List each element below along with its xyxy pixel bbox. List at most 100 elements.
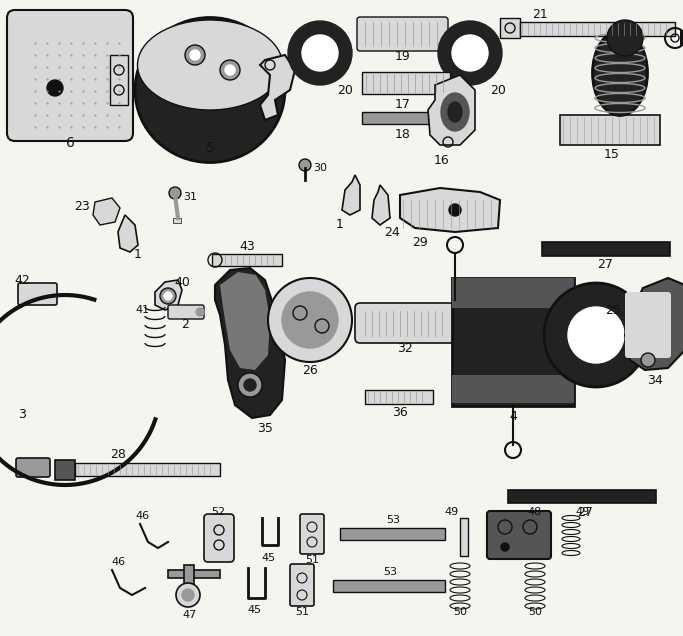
Circle shape <box>544 283 648 387</box>
Polygon shape <box>428 75 475 145</box>
FancyBboxPatch shape <box>290 564 314 606</box>
Text: 36: 36 <box>392 406 408 420</box>
Text: 26: 26 <box>302 364 318 377</box>
Text: 23: 23 <box>74 200 90 214</box>
Text: 20: 20 <box>337 83 353 97</box>
Bar <box>362 72 450 94</box>
Ellipse shape <box>592 31 647 116</box>
Text: 1: 1 <box>336 219 344 232</box>
Polygon shape <box>215 268 285 418</box>
Text: 30: 30 <box>313 163 327 173</box>
Text: 31: 31 <box>183 192 197 202</box>
FancyBboxPatch shape <box>357 17 448 51</box>
Bar <box>680 30 683 46</box>
FancyBboxPatch shape <box>300 514 324 554</box>
Circle shape <box>568 307 624 363</box>
Polygon shape <box>372 185 390 225</box>
Ellipse shape <box>137 20 283 110</box>
Text: 46: 46 <box>136 511 150 521</box>
Text: 51: 51 <box>305 555 319 565</box>
Circle shape <box>164 292 172 300</box>
Circle shape <box>176 583 200 607</box>
Text: 5: 5 <box>206 141 214 155</box>
FancyBboxPatch shape <box>204 514 234 562</box>
Ellipse shape <box>448 102 462 122</box>
Circle shape <box>452 35 488 71</box>
Text: 25: 25 <box>605 303 621 317</box>
Polygon shape <box>93 198 120 225</box>
FancyBboxPatch shape <box>7 10 133 141</box>
Circle shape <box>641 353 655 367</box>
Circle shape <box>288 21 352 85</box>
Bar <box>340 528 445 540</box>
Circle shape <box>299 159 311 171</box>
Text: 40: 40 <box>174 277 190 289</box>
Polygon shape <box>625 278 683 370</box>
Text: 51: 51 <box>295 607 309 617</box>
Bar <box>460 518 468 556</box>
Circle shape <box>615 28 635 48</box>
Bar <box>333 580 445 592</box>
Circle shape <box>501 543 509 551</box>
Text: 6: 6 <box>66 136 74 150</box>
Circle shape <box>268 278 352 362</box>
Text: 27: 27 <box>597 258 613 272</box>
Circle shape <box>238 373 262 397</box>
Circle shape <box>282 292 338 348</box>
Bar <box>365 390 433 404</box>
Circle shape <box>244 379 256 391</box>
Text: 18: 18 <box>395 127 411 141</box>
Text: 53: 53 <box>383 567 397 577</box>
Text: 15: 15 <box>604 148 620 162</box>
Bar <box>362 112 430 124</box>
Bar <box>212 254 282 266</box>
Ellipse shape <box>135 18 285 163</box>
Bar <box>184 565 194 595</box>
Text: 20: 20 <box>490 83 506 97</box>
Text: 3: 3 <box>18 408 26 422</box>
Bar <box>452 278 574 308</box>
Bar <box>560 115 660 145</box>
Circle shape <box>185 45 205 65</box>
Polygon shape <box>342 175 360 215</box>
Circle shape <box>169 187 181 199</box>
Bar <box>520 22 675 36</box>
FancyBboxPatch shape <box>487 511 551 559</box>
Text: 19: 19 <box>395 50 411 64</box>
Circle shape <box>220 60 240 80</box>
Text: 29: 29 <box>412 235 428 249</box>
Text: 52: 52 <box>211 507 225 517</box>
Text: 47: 47 <box>183 610 197 620</box>
Text: 50: 50 <box>453 607 467 617</box>
Text: 4: 4 <box>509 410 517 422</box>
Bar <box>173 218 181 223</box>
Bar <box>500 18 520 38</box>
Ellipse shape <box>441 93 469 131</box>
Text: 50: 50 <box>528 607 542 617</box>
Bar <box>542 242 670 256</box>
Text: 49: 49 <box>576 507 590 517</box>
Circle shape <box>182 589 194 601</box>
Text: 24: 24 <box>384 226 400 238</box>
Bar <box>452 278 574 406</box>
FancyBboxPatch shape <box>168 305 204 319</box>
Circle shape <box>449 204 461 216</box>
Text: 32: 32 <box>397 342 413 354</box>
Text: 2: 2 <box>181 319 189 331</box>
Polygon shape <box>155 280 182 310</box>
Bar <box>508 490 656 503</box>
Bar <box>168 570 220 578</box>
Text: 53: 53 <box>386 515 400 525</box>
Text: 45: 45 <box>261 553 275 563</box>
Circle shape <box>302 35 338 71</box>
Circle shape <box>607 20 643 56</box>
Text: 46: 46 <box>111 557 125 567</box>
Text: 28: 28 <box>110 448 126 462</box>
Text: 35: 35 <box>257 422 273 434</box>
Text: 17: 17 <box>395 97 411 111</box>
Circle shape <box>190 50 200 60</box>
Text: 1: 1 <box>134 249 142 261</box>
Text: 42: 42 <box>14 273 30 286</box>
Circle shape <box>47 80 63 96</box>
Bar <box>452 375 574 403</box>
